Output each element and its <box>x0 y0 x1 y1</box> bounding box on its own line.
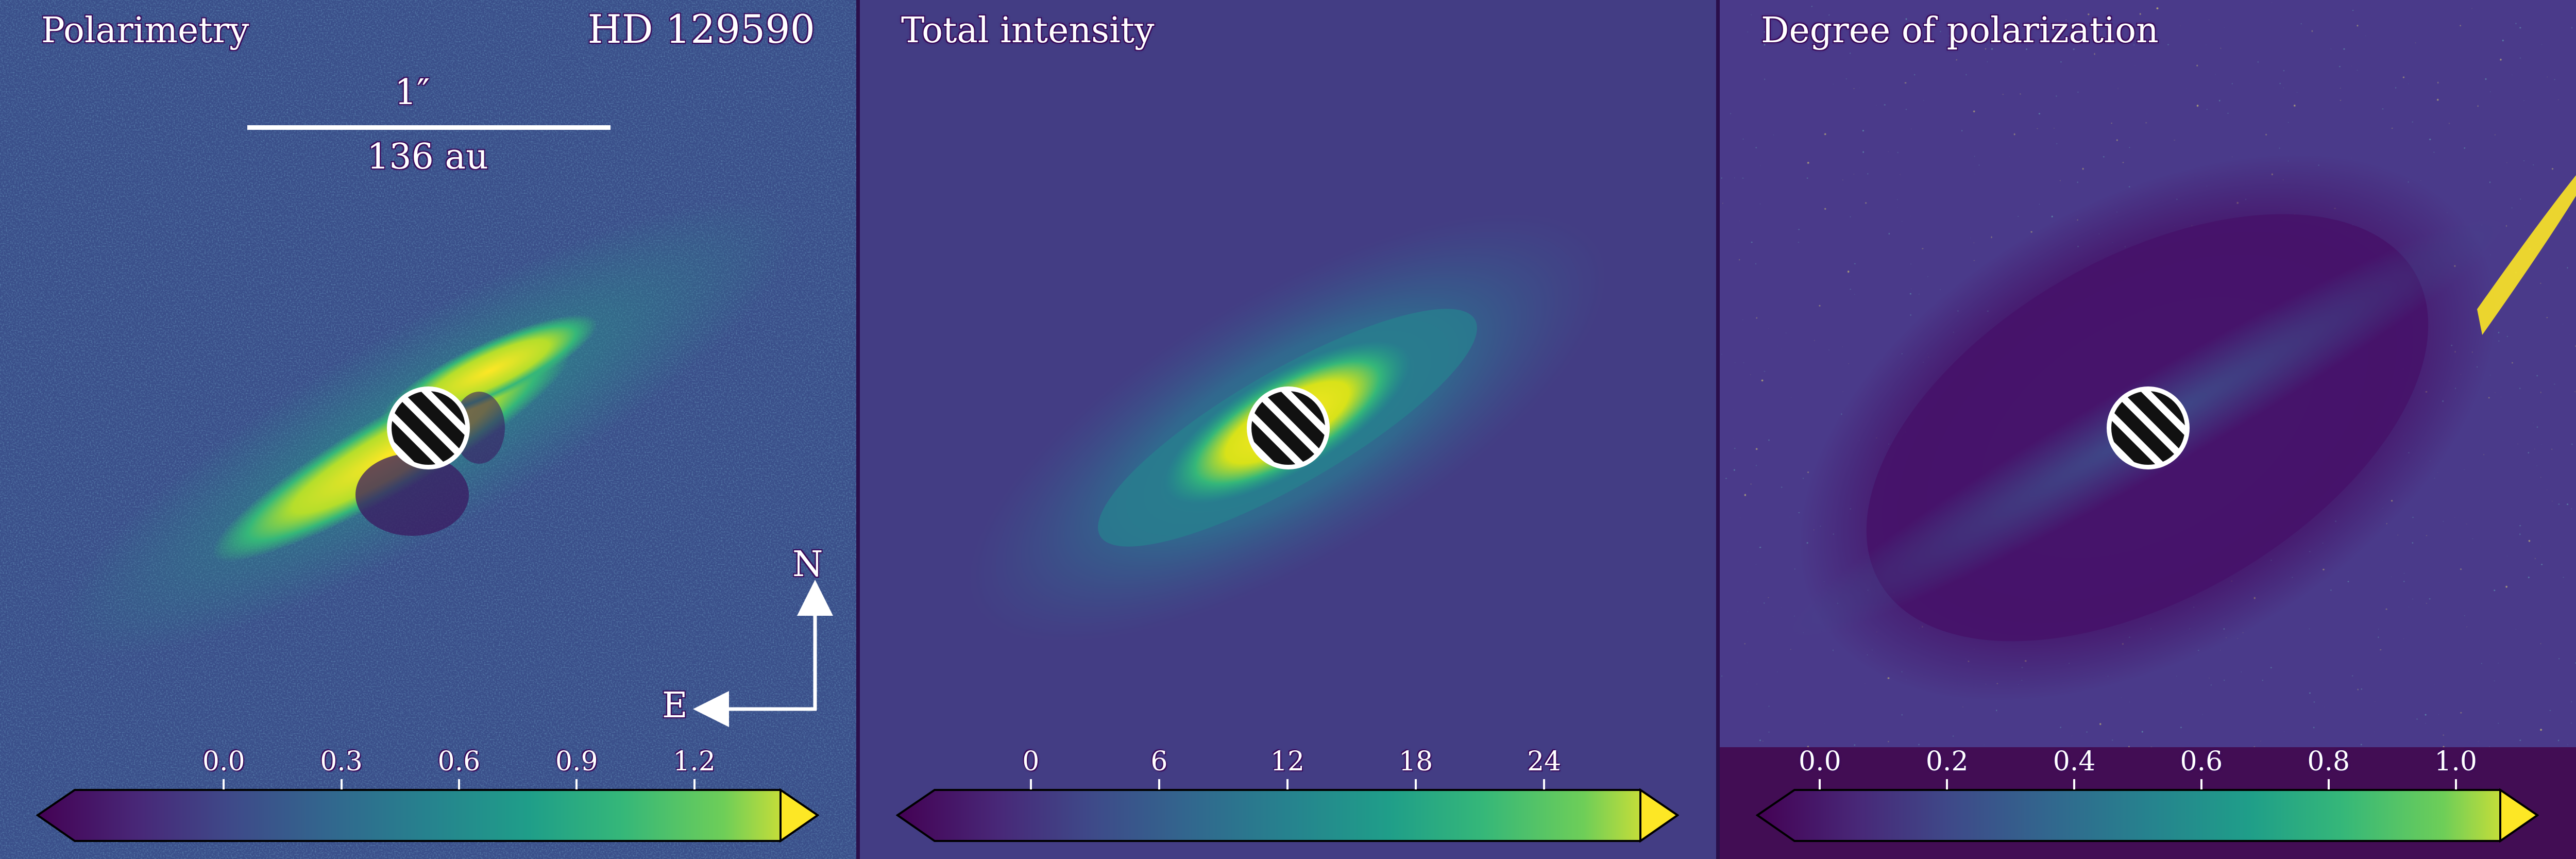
colorbar-tick-mark <box>340 779 343 789</box>
target-name: HD 129590 <box>587 6 816 52</box>
scalebar-physical-label: 136 au <box>367 137 488 177</box>
colorbar-tick-label: 0.9 <box>555 746 598 777</box>
degree-of-polarization-image <box>1720 0 2576 747</box>
colorbar-tick-mark <box>2073 779 2076 789</box>
colorbar-tick-label: 6 <box>1150 746 1168 777</box>
polarimetry-panel: Polarimetry HD 129590 1″ 136 au N E <box>0 0 856 859</box>
colorbar <box>896 788 1679 843</box>
coronagraph-mask-icon <box>2107 386 2190 469</box>
colorbar-tick-mark <box>1819 779 1821 789</box>
colorbar-tick-mark <box>1158 779 1160 789</box>
colorbar-tick-label: 0.3 <box>320 746 363 777</box>
compass-north-label: N <box>792 544 823 585</box>
colorbar-tick-label: 0.6 <box>2180 746 2223 777</box>
colorbar-tick-label: 24 <box>1527 746 1562 777</box>
colorbar-tick-label: 12 <box>1270 746 1305 777</box>
colorbar-tick-mark <box>1029 779 1032 789</box>
colorbar-tick-label: 0.0 <box>1799 746 1841 777</box>
colorbar-tick-mark <box>2454 779 2457 789</box>
colorbar-tick-mark <box>2200 779 2202 789</box>
total-intensity-panel: Total intensity 0 6 12 18 24 <box>860 0 1716 859</box>
colorbar-tick-label: 0.4 <box>2053 746 2096 777</box>
colorbar-tick-label: 0.8 <box>2307 746 2350 777</box>
colorbar-tick-mark <box>693 779 696 789</box>
colorbar <box>36 788 819 843</box>
colorbar-tick-label: 0.0 <box>202 746 245 777</box>
panel-title: Total intensity <box>901 10 1155 51</box>
colorbar-tick-mark <box>1543 779 1546 789</box>
colorbar-tick-label: 1.2 <box>673 746 716 777</box>
colorbar-tick-mark <box>1415 779 1417 789</box>
colorbar-tick-mark <box>457 779 460 789</box>
colorbar-tick-label: 18 <box>1398 746 1433 777</box>
compass-east-label: E <box>662 685 688 726</box>
colorbar-tick-label: 0.6 <box>437 746 481 777</box>
panel-title: Degree of polarization <box>1761 10 2159 51</box>
panel-title: Polarimetry <box>41 10 249 51</box>
coronagraph-mask-icon <box>387 386 470 469</box>
colorbar-tick-mark <box>575 779 578 789</box>
colorbar-tick-mark <box>1286 779 1289 789</box>
colorbar-tick-label: 0.2 <box>1925 746 1969 777</box>
colorbar <box>1756 788 2539 843</box>
compass-arrows-icon <box>693 580 833 727</box>
scalebar-angular-label: 1″ <box>394 72 430 113</box>
colorbar-tick-mark <box>2327 779 2330 789</box>
colorbar-tick-label: 1.0 <box>2434 746 2477 777</box>
colorbar-tick-mark <box>223 779 225 789</box>
scalebar-line <box>247 125 611 130</box>
coronagraph-mask-icon <box>1247 386 1330 469</box>
colorbar-tick-label: 0 <box>1022 746 1040 777</box>
colorbar-tick-mark <box>1946 779 1948 789</box>
degree-of-polarization-panel: Degree of polarization 0.0 0.2 0.4 0.6 0.8 1.… <box>1720 0 2576 859</box>
